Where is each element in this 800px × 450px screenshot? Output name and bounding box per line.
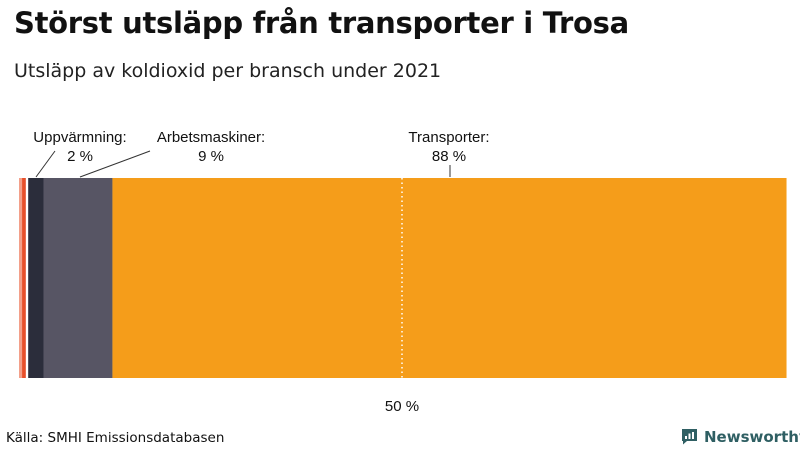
- leader-line-4: [79, 150, 151, 178]
- label-leaders: [35, 150, 451, 178]
- bar-segment-4: [43, 178, 113, 378]
- bar-segment-2: [25, 178, 29, 378]
- chart-subtitle: Utsläpp av koldioxid per bransch under 2…: [14, 60, 442, 82]
- brand-logo: Newsworthy: [680, 427, 800, 446]
- bar-segment-3: [28, 178, 44, 378]
- segment-name-label-5: Transporter:: [408, 129, 489, 146]
- bar-segment-5: [112, 178, 787, 378]
- bar-segments: [19, 178, 787, 378]
- leader-line-3: [35, 150, 56, 178]
- chart-title: Störst utsläpp från transporter i Trosa: [14, 6, 629, 40]
- segment-labels: Uppvärmning: 2 % Arbetsmaskiner: 9 % Transpo…: [33, 129, 489, 165]
- reference-line-label: 50 %: [385, 398, 419, 415]
- brand-name: Newsworthy: [704, 427, 800, 446]
- segment-value-label-5: 88 %: [432, 148, 466, 165]
- segment-value-label-3: 2 %: [67, 148, 93, 165]
- stacked-bar-chart: Uppvärmning: 2 % Arbetsmaskiner: 9 % Transpo…: [19, 129, 787, 415]
- bar-segment-1: [22, 178, 26, 378]
- segment-value-label-4: 9 %: [198, 148, 224, 165]
- source-note: Källa: SMHI Emissionsdatabasen: [6, 430, 225, 446]
- segment-name-label-3: Uppvärmning:: [33, 129, 126, 146]
- newsworthy-logo-icon: [682, 429, 697, 445]
- bar-segment-0: [19, 178, 23, 378]
- segment-name-label-4: Arbetsmaskiner:: [157, 129, 265, 146]
